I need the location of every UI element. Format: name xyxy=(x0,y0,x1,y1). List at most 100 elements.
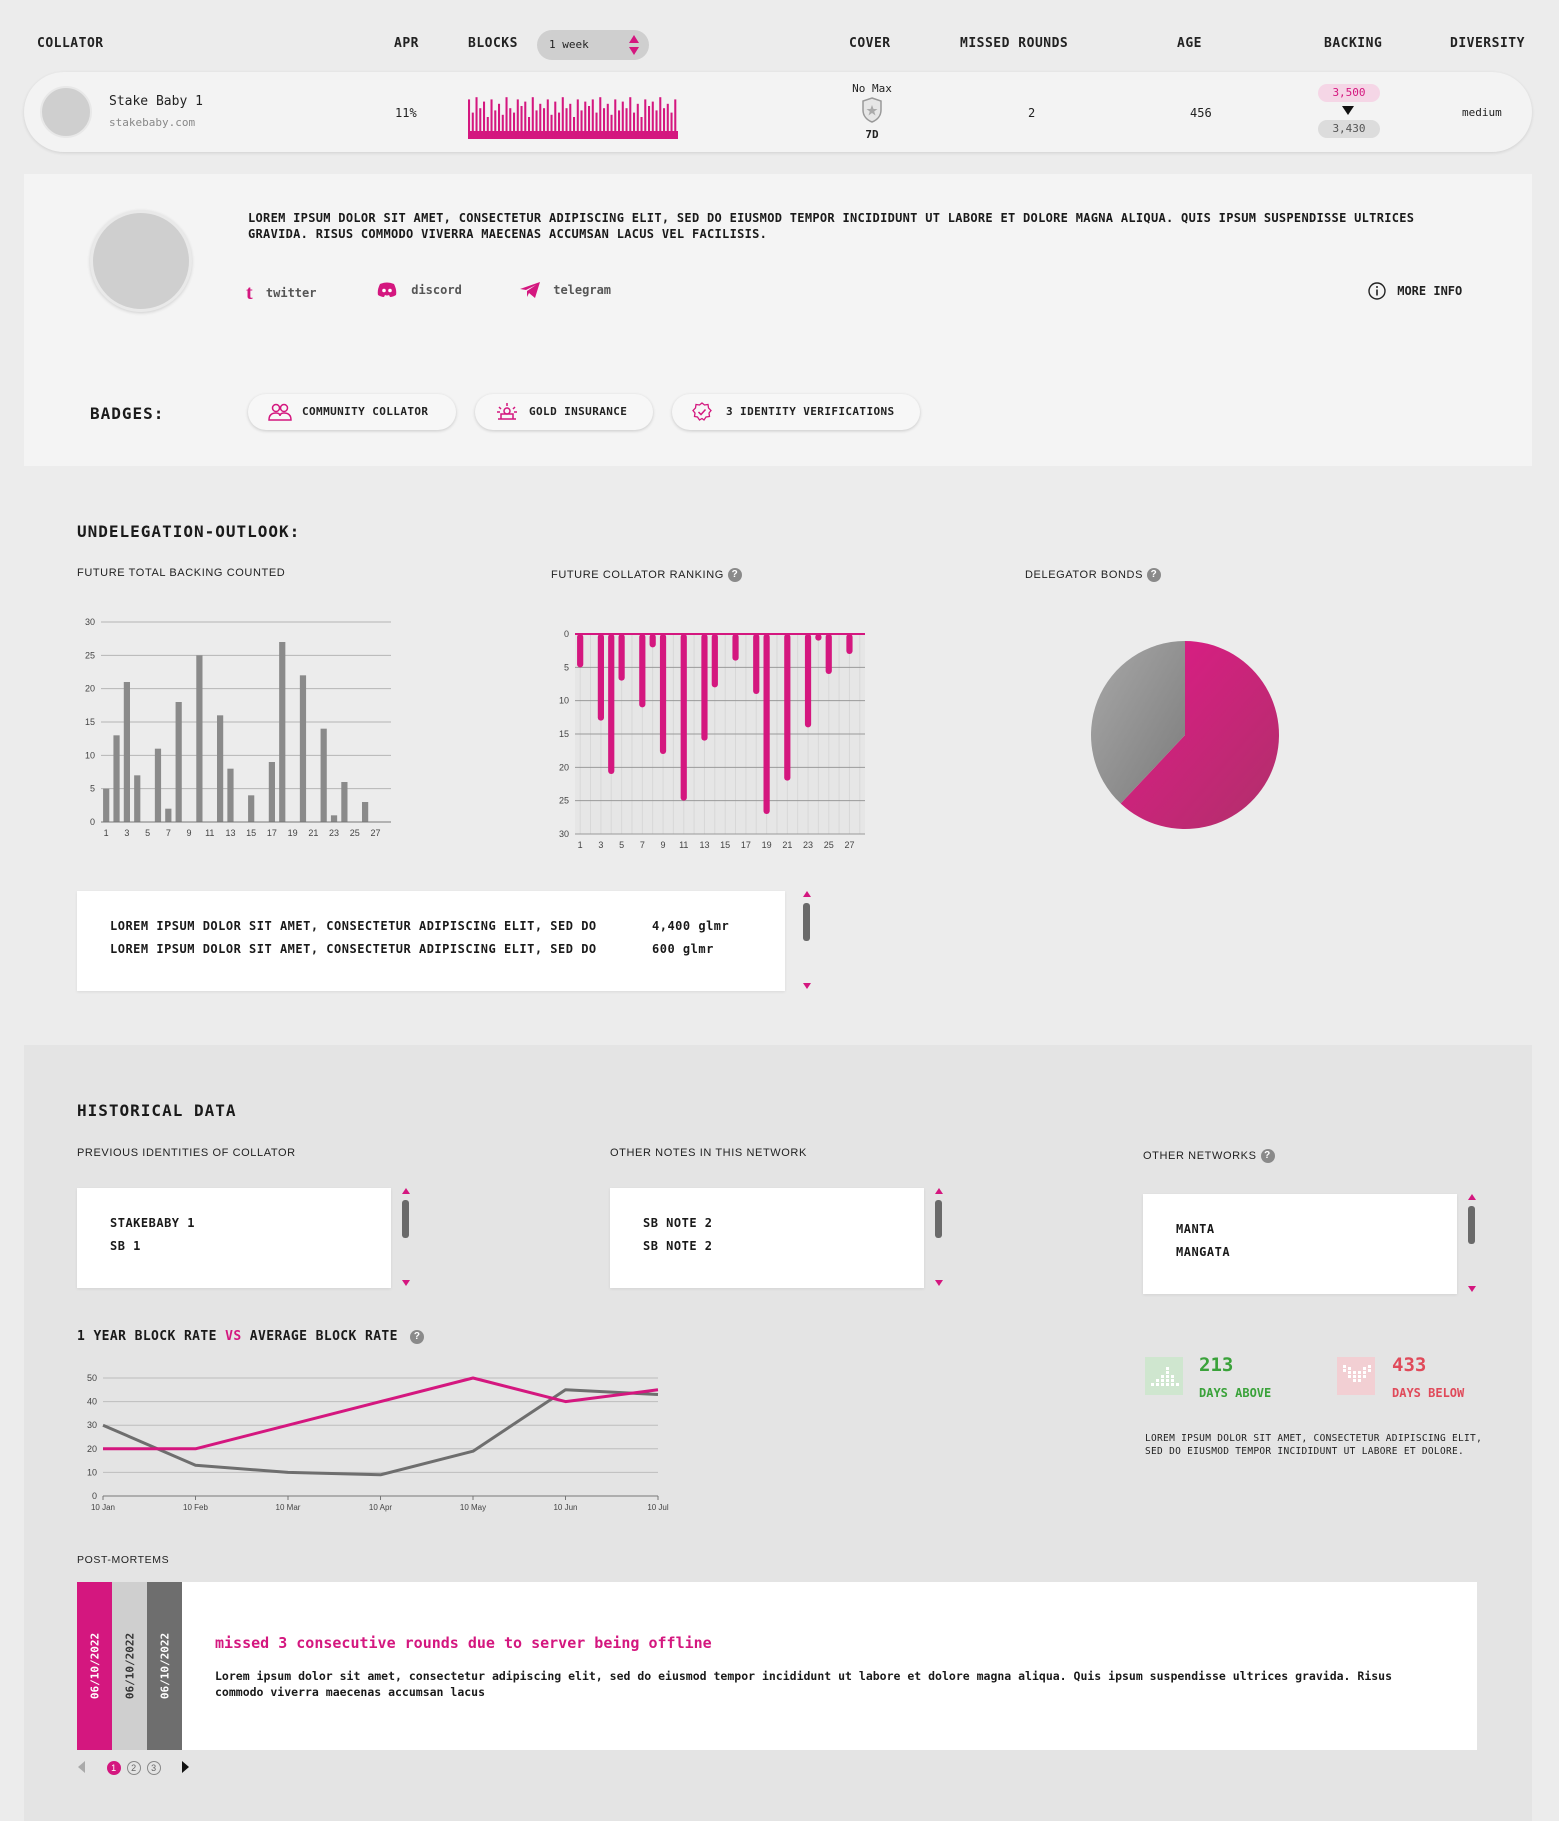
other-networks-scrollbar[interactable] xyxy=(1467,1194,1476,1294)
pager-page[interactable]: 3 xyxy=(146,1761,161,1775)
sparkline-bar xyxy=(490,99,493,139)
sparkline-bar xyxy=(591,99,594,139)
chart-bar xyxy=(196,655,203,822)
y-tick-label: 5 xyxy=(90,784,95,794)
x-tick-label: 3 xyxy=(124,828,129,838)
y-tick-label: 25 xyxy=(559,796,569,806)
post-mortem-date: 06/10/2022 xyxy=(123,1632,136,1700)
post-mortem-date-tab[interactable]: 06/10/2022 xyxy=(112,1582,147,1750)
badge-gold-insurance[interactable]: GOLD INSURANCE xyxy=(475,394,653,430)
chart-bar xyxy=(248,795,255,822)
chart-bar xyxy=(217,715,224,822)
chart-bar xyxy=(175,702,182,822)
x-tick-label: 13 xyxy=(225,828,235,838)
backing-chart-title: FUTURE TOTAL BACKING COUNTED xyxy=(77,567,286,579)
scroll-thumb[interactable] xyxy=(803,903,810,941)
x-tick-label: 15 xyxy=(246,828,256,838)
more-info-label: MORE INFO xyxy=(1397,283,1463,298)
scroll-thumb[interactable] xyxy=(935,1200,942,1238)
scroll-down-icon[interactable] xyxy=(803,983,811,989)
x-tick-label: 9 xyxy=(187,828,192,838)
list-item: SB 1 xyxy=(110,1239,141,1253)
collator-site[interactable]: stakebaby.com xyxy=(109,116,196,129)
sparkline-bar xyxy=(569,103,572,139)
chart-bar xyxy=(618,634,625,681)
scroll-down-icon[interactable] xyxy=(1468,1286,1476,1292)
prev-identities-title: PREVIOUS IDENTITIES OF COLLATOR xyxy=(77,1147,296,1159)
verified-icon xyxy=(692,402,712,421)
list-item: MANGATA xyxy=(1176,1245,1231,1259)
col-header-age: AGE xyxy=(1177,36,1202,51)
post-mortem-date-tab[interactable]: 06/10/2022 xyxy=(147,1582,182,1750)
badge-community-collator[interactable]: COMMUNITY COLLATOR xyxy=(248,394,456,430)
sparkline-bar xyxy=(663,108,666,139)
sparkline-bar xyxy=(479,108,482,139)
sparkline-bar xyxy=(580,110,583,139)
collator-description: LOREM IPSUM DOLOR SIT AMET, CONSECTETUR … xyxy=(248,211,1415,241)
sparkline-bar xyxy=(501,114,504,139)
bonds-chart-title: DELEGATOR BONDS? xyxy=(1025,568,1162,582)
blocks-period-select[interactable]: 1 week xyxy=(537,30,649,60)
badge-identity-verifications[interactable]: 3 IDENTITY VERIFICATIONS xyxy=(672,394,920,430)
post-mortem-date-tab[interactable]: 06/10/2022 xyxy=(77,1582,112,1750)
info-icon xyxy=(1368,282,1386,300)
scroll-up-icon[interactable] xyxy=(402,1188,410,1194)
ranking-chart-title: FUTURE COLLATOR RANKING? xyxy=(551,568,742,582)
x-tick-label: 10 May xyxy=(460,1503,486,1512)
trend-down-icon xyxy=(1337,1357,1375,1395)
more-info-link[interactable]: MORE INFO xyxy=(1368,282,1462,300)
help-icon[interactable]: ? xyxy=(727,568,742,582)
x-tick-label: 19 xyxy=(288,828,298,838)
chart-bar xyxy=(784,634,791,781)
scroll-down-icon[interactable] xyxy=(402,1280,410,1286)
sparkline-bar xyxy=(531,97,534,139)
discord-link[interactable]: discord xyxy=(376,282,462,298)
list-item-value: 600 glmr xyxy=(652,942,714,956)
sparkline-bar xyxy=(655,110,658,139)
telegram-link[interactable]: telegram xyxy=(520,282,611,298)
chart-bar xyxy=(815,634,822,641)
bonds-chart-title-text: DELEGATOR BONDS xyxy=(1025,568,1144,581)
help-icon[interactable]: ? xyxy=(1260,1149,1275,1163)
sparkline-bar xyxy=(516,99,519,139)
chart-bar xyxy=(649,634,656,648)
days-above-value: 213 xyxy=(1199,1354,1234,1376)
pager-next-icon[interactable] xyxy=(180,1760,190,1773)
chart-bar xyxy=(268,762,275,822)
sparkline-bar xyxy=(509,108,512,139)
scroll-down-icon[interactable] xyxy=(935,1280,943,1286)
sparkline-bar xyxy=(629,97,632,139)
y-tick-label: 30 xyxy=(87,1420,97,1430)
sparkline-bar xyxy=(468,99,471,139)
sparkline-bar xyxy=(471,112,474,139)
chart-bar xyxy=(753,634,760,694)
y-tick-label: 0 xyxy=(92,1491,97,1501)
collator-row[interactable]: Stake Baby 1 stakebaby.com 11% No Max 7D… xyxy=(24,72,1532,152)
scroll-thumb[interactable] xyxy=(1468,1206,1475,1244)
help-icon[interactable]: ? xyxy=(410,1329,425,1344)
prev-identities-scrollbar[interactable] xyxy=(401,1188,410,1288)
scroll-thumb[interactable] xyxy=(402,1200,409,1238)
scroll-up-icon[interactable] xyxy=(935,1188,943,1194)
sparkline-bar xyxy=(584,101,587,139)
sparkline-bar xyxy=(535,110,538,139)
twitter-link[interactable]: t twitter xyxy=(246,282,316,305)
other-notes-title: OTHER NOTES IN THIS NETWORK xyxy=(610,1147,807,1159)
chart-bar xyxy=(639,634,646,708)
pager-page[interactable]: 2 xyxy=(126,1761,141,1775)
scroll-up-icon[interactable] xyxy=(803,891,811,897)
pager-prev-icon[interactable] xyxy=(77,1760,87,1773)
x-tick-label: 5 xyxy=(145,828,150,838)
pager-page[interactable]: 1 xyxy=(106,1761,121,1775)
x-tick-label: 19 xyxy=(762,840,772,850)
help-icon[interactable]: ? xyxy=(1147,568,1162,582)
other-notes-scrollbar[interactable] xyxy=(934,1188,943,1288)
scroll-up-icon[interactable] xyxy=(1468,1194,1476,1200)
chart-bar xyxy=(154,748,162,822)
backing-future-badge: 3,500 xyxy=(1318,84,1380,102)
chart-bar xyxy=(299,675,307,822)
x-tick-label: 10 Feb xyxy=(183,1503,208,1512)
undelegation-scrollbar[interactable] xyxy=(802,891,811,991)
diversity-value: medium xyxy=(1462,106,1502,119)
